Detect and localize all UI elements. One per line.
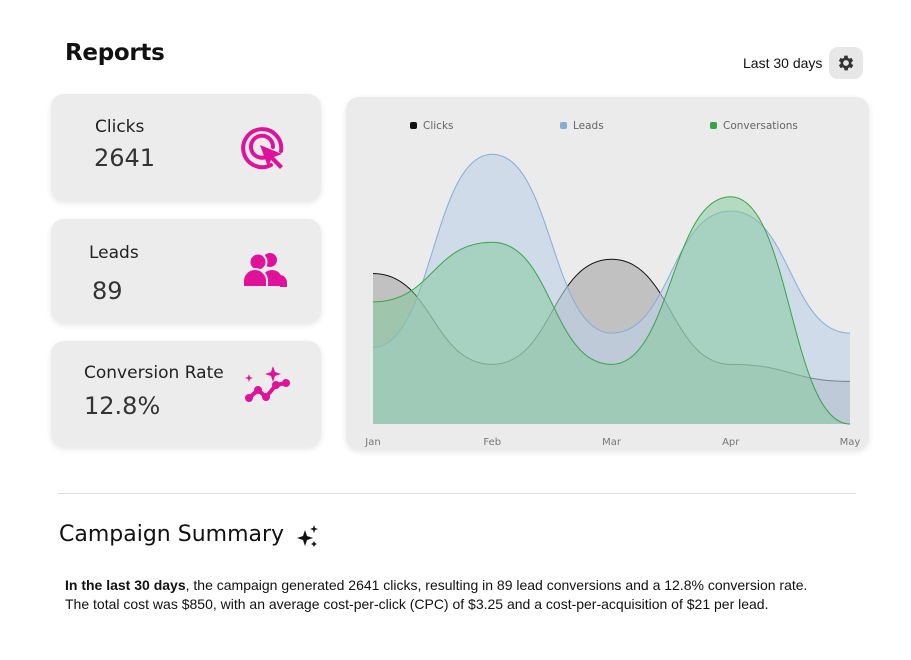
section-divider xyxy=(58,493,856,494)
page-title: Reports xyxy=(65,40,165,66)
kpi-card-conversion-rate: Conversion Rate 12.8% xyxy=(51,341,321,447)
kpi-card-clicks: Clicks 2641 xyxy=(51,94,321,201)
kpi-label: Conversion Rate xyxy=(84,363,224,383)
x-tick-label: Feb xyxy=(483,437,501,448)
leads-chart: Jan Feb Mar Apr May Clicks Leads Conversations xyxy=(346,97,869,450)
sparkle-icon xyxy=(297,525,318,547)
kpi-label: Clicks xyxy=(95,117,145,137)
series-line-conversations xyxy=(372,196,851,425)
legend-label: Conversations xyxy=(723,120,798,132)
legend-swatch xyxy=(560,122,567,129)
legend-item-clicks[interactable]: Clicks xyxy=(410,120,454,132)
kpi-value: 12.8% xyxy=(84,392,161,420)
kpi-label: Leads xyxy=(89,243,139,263)
summary-lead: In the last 30 days xyxy=(65,577,186,593)
legend-swatch xyxy=(410,122,417,129)
summary-text: In the last 30 days, the campaign genera… xyxy=(65,576,865,614)
legend-label: Clicks xyxy=(423,120,454,132)
summary-body-line2: The total cost was $850, with an average… xyxy=(65,596,769,612)
kpi-card-leads: Leads 89 xyxy=(51,219,321,323)
gear-icon xyxy=(838,55,854,71)
summary-body-line1: , the campaign generated 2641 clicks, re… xyxy=(185,577,808,593)
x-tick-label: Mar xyxy=(602,437,622,448)
date-range-label[interactable]: Last 30 days xyxy=(743,55,823,71)
trend-sparkle-icon xyxy=(245,366,290,402)
area-chart: Jan Feb Mar Apr May Clicks Leads Conversations xyxy=(364,120,861,448)
x-tick-label: Apr xyxy=(722,437,740,448)
series-area-conversations xyxy=(373,196,850,424)
legend-item-leads[interactable]: Leads xyxy=(560,120,604,132)
users-icon xyxy=(242,252,287,288)
legend-item-conversations[interactable]: Conversations xyxy=(710,120,798,132)
click-target-icon xyxy=(241,127,284,170)
legend-swatch xyxy=(710,122,717,129)
series-line-leads xyxy=(372,153,851,348)
legend-label: Leads xyxy=(573,120,604,132)
x-tick-label: Jan xyxy=(364,437,380,448)
kpi-value: 89 xyxy=(92,277,123,305)
kpi-value: 2641 xyxy=(94,144,156,172)
settings-button[interactable] xyxy=(829,47,863,79)
summary-title: Campaign Summary xyxy=(59,522,285,547)
x-tick-label: May xyxy=(840,437,861,448)
